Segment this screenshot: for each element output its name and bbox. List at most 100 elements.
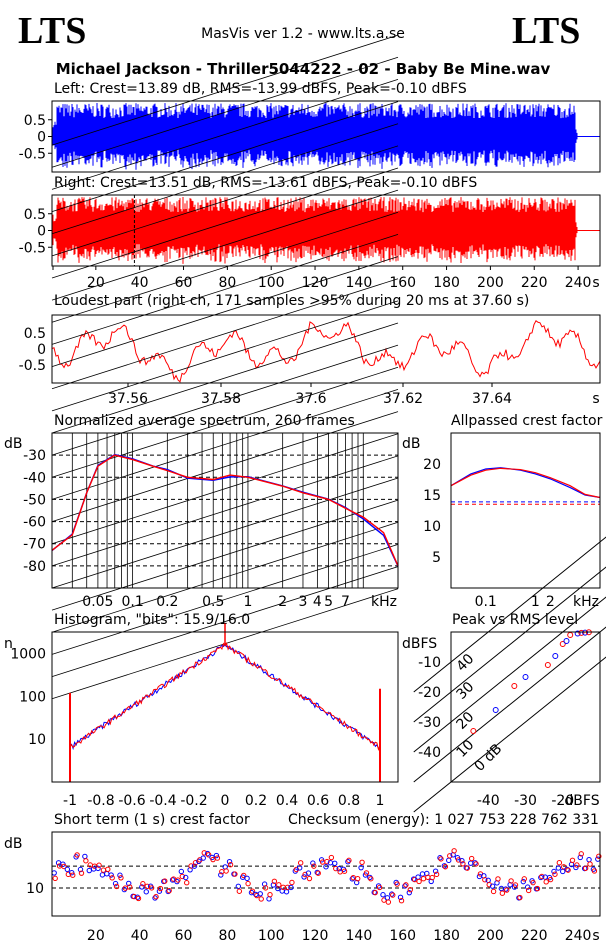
histogram-xtick: -0.8 [87,793,114,809]
stcrest-point [236,888,243,894]
stcrest-point [376,884,383,891]
stcrest-point [61,863,67,870]
peakrms-ytick: -40 [418,745,441,761]
stcrest-point [333,865,339,872]
stcrest-point [289,879,295,886]
spectrum-slope [51,521,399,633]
stcrest-point [459,857,465,864]
stcrest-point [131,893,137,900]
stcrest-point [214,855,221,861]
logo-left: LTS [18,10,87,52]
stcrest-point [118,875,124,881]
time-xtick: 180 [433,275,460,291]
stcrest-point [127,884,133,890]
stcrest-ytick: 10 [26,881,44,897]
stcrest-point [178,868,185,875]
spectrum-slope [51,167,399,279]
stcrest-point [432,868,439,874]
spectrum-xtick: 0.2 [156,594,178,610]
stcrest-point [577,854,583,861]
stcrest-point [467,860,474,866]
file-title: Michael Jackson - Thriller5044222 - 02 -… [55,60,551,78]
stcrest-point [191,863,198,869]
stcrest-point [389,891,395,897]
stcrest-point [204,850,211,857]
histogram-ytick: 1000 [10,646,46,662]
stcrest-point [464,865,470,871]
left-waveform-ytick: 0 [37,130,46,146]
stcrest-point [560,868,566,875]
stcrest-point [495,876,501,882]
stcrest-point [473,861,479,867]
stcrest-point [451,848,457,854]
stcrest-point [508,878,514,884]
stcrest-point [169,877,176,883]
peakrms-diag-label: 40 [454,651,478,675]
histogram-ylabel: n [4,636,13,652]
spectrum-slope [51,256,399,367]
stcrest-point [520,878,526,885]
histogram-xtick: -0.4 [149,793,176,809]
stcrest-point [438,856,444,862]
stcrest-point [472,860,478,866]
loudest-ytick: 0 [37,342,46,358]
stcrest-point [586,856,592,863]
crest-ytick: 5 [432,550,441,566]
histogram-series [69,642,381,751]
app-title: MasVis ver 1.2 - www.lts.a.se [201,26,405,42]
stcrest-point [100,867,107,873]
stcrest-point [258,896,264,902]
stcrest-xtick: 40 [131,928,149,944]
spectrum-ytick: -50 [23,492,46,508]
peakrms-ytick: -30 [418,715,441,731]
stcrest-point [175,877,181,883]
spectrum-slope [51,145,399,257]
stcrest-point [226,859,233,865]
spectrum-xtick: 0.1 [121,594,143,610]
stcrest-point [70,872,76,878]
stcrest-xtick: 200 [477,928,504,944]
spectrum-slope [51,433,399,545]
stcrest-point [359,859,365,866]
stcrest-point [468,855,475,862]
peakrms-frame [450,631,601,783]
stcrest-point [530,879,536,886]
stcrest-point [270,882,277,888]
stcrest-point [503,886,509,892]
stcrest-point [51,870,57,876]
crest-ytick: 15 [423,488,441,504]
stcrest-point [227,862,234,868]
stcrest-point [407,886,413,893]
stcrest-point [86,867,92,874]
stcrest-point [139,884,145,890]
stcrest-point [482,876,488,883]
stcrest-point [315,870,321,876]
stcrest-point [109,875,115,881]
spectrum-ytick: -40 [23,470,46,486]
peakrms-ylabel: dBFS [402,636,437,652]
histogram-xtick: 0.2 [245,793,267,809]
stcrest-point [429,874,435,881]
stcrest-point [569,857,576,864]
stcrest-point [555,865,562,871]
time-xtick: 140 [346,275,373,291]
stcrest-point [244,875,250,882]
stcrest-point [406,889,412,896]
stcrest-point [223,868,229,874]
stcrest-point [521,876,527,882]
stcrest-point [398,898,405,904]
histogram-ytick: 100 [19,689,46,705]
peakrms-title: Peak vs RMS level [452,612,579,628]
spectrum-slope [51,477,399,589]
stcrest-point [551,868,557,875]
crest-xtick: 0.1 [475,594,497,610]
crest-ylabel: dB [402,436,421,452]
stcrest-point [311,863,317,869]
stcrest-point [134,894,141,900]
stcrest-point [587,861,593,867]
peakrms-point [470,728,477,734]
spectrum-ylabel: dB [4,436,23,452]
stcrest-point [433,871,440,878]
stcrest-point [552,871,558,877]
right-title: Right: Crest=13.51 dB, RMS=-13.61 dBFS, … [54,175,478,191]
